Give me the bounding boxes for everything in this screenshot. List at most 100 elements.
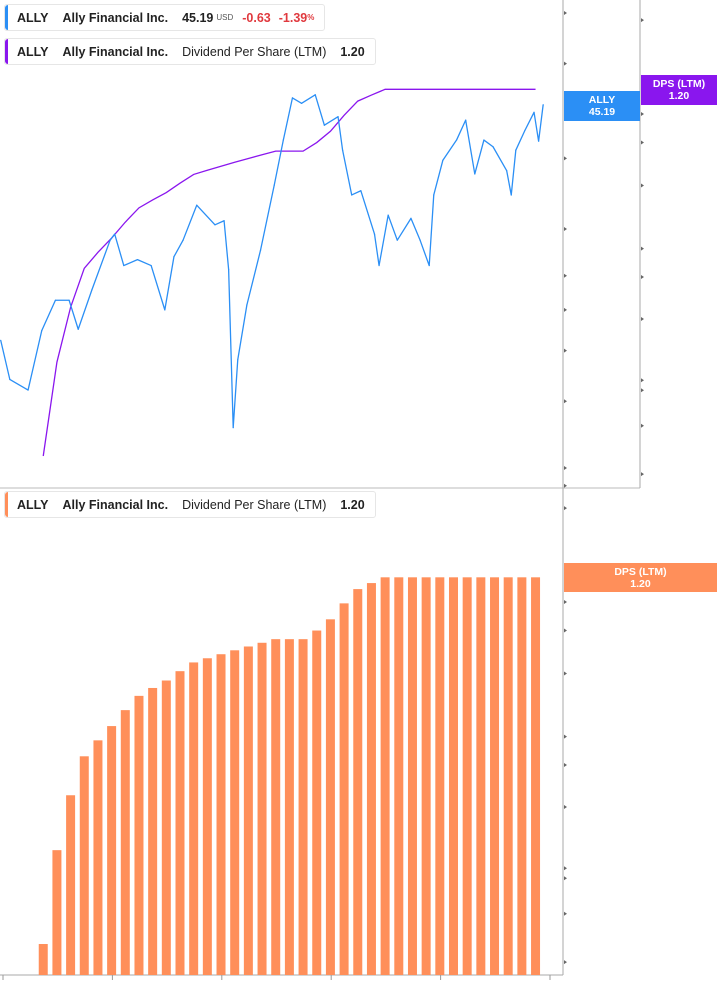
price-tick-mark xyxy=(564,348,567,353)
price-point xyxy=(442,159,444,161)
price-point xyxy=(228,268,230,271)
legend-metric: Dividend Per Share (LTM) xyxy=(182,44,327,59)
price-point xyxy=(9,378,11,381)
price-tick-mark xyxy=(564,11,567,15)
dps-bottom-tick-mark xyxy=(564,734,567,739)
price-point xyxy=(223,220,225,222)
dps-tag-label: DPS (LTM) xyxy=(614,565,667,578)
price-tick-mark xyxy=(564,156,567,161)
price-point xyxy=(492,146,494,148)
price-point xyxy=(27,389,29,391)
price-point xyxy=(41,330,43,332)
dps-tick-mark xyxy=(641,275,644,280)
price-point xyxy=(246,304,248,306)
price-tick-mark xyxy=(564,273,567,278)
dps-tick-mark xyxy=(641,388,644,393)
price-point xyxy=(373,233,376,235)
dps-bar xyxy=(202,658,212,975)
dps-bar xyxy=(284,639,294,975)
dps-tick-mark xyxy=(641,378,644,383)
price-point xyxy=(109,239,111,241)
legend-currency: USD xyxy=(216,13,234,22)
price-point xyxy=(533,111,535,113)
price-point xyxy=(291,97,294,99)
dps-bottom-tick-mark xyxy=(564,628,567,633)
dps-bottom-tick-mark xyxy=(564,911,567,916)
dps-bottom-tick-mark xyxy=(564,763,567,768)
price-point xyxy=(91,289,93,291)
legend-change: -0.63 xyxy=(242,10,271,25)
price-point xyxy=(542,104,544,106)
price-point xyxy=(360,190,362,192)
price-point xyxy=(396,239,398,241)
dps-bar xyxy=(257,642,267,975)
price-tag: ALLY 45.19 xyxy=(564,91,640,121)
dps-bar xyxy=(462,577,472,975)
price-point xyxy=(510,194,512,196)
dps-bottom-tick-mark xyxy=(564,506,567,511)
price-point xyxy=(506,170,508,172)
price-point xyxy=(410,217,412,219)
price-tick-mark xyxy=(564,307,567,312)
dps-bar xyxy=(353,589,363,975)
price-point xyxy=(54,299,57,301)
dps-bar xyxy=(79,756,89,975)
price-point xyxy=(314,94,316,96)
dps-bar xyxy=(380,577,390,975)
price-point xyxy=(337,116,339,118)
dps-bar xyxy=(298,639,308,975)
price-point xyxy=(136,259,139,261)
dps-bottom-legend[interactable]: ALLY Ally Financial Inc. Dividend Per Sh… xyxy=(4,491,376,518)
price-point xyxy=(465,119,467,121)
legend-price: 45.19 xyxy=(182,10,214,25)
legend-value: 1.20 xyxy=(340,44,365,59)
dps-bar xyxy=(161,680,171,975)
dps-bar xyxy=(531,577,541,975)
dps-bar xyxy=(421,577,431,975)
dps-bottom-tick-mark xyxy=(564,671,567,676)
dps-top-legend[interactable]: ALLY Ally Financial Inc. Dividend Per Sh… xyxy=(4,38,376,65)
dps-bar xyxy=(339,603,349,975)
dps-bar xyxy=(407,577,417,975)
price-point xyxy=(214,224,216,226)
dps-bar xyxy=(216,654,226,975)
legend-ticker: ALLY xyxy=(17,44,49,59)
price-legend[interactable]: ALLY Ally Financial Inc. 45.19 USD -0.63… xyxy=(4,4,326,31)
price-point xyxy=(232,426,234,429)
dps-bar xyxy=(366,583,376,975)
dps-bar xyxy=(312,630,322,975)
dps-bottom-tick-mark xyxy=(564,866,567,871)
dps-tick-mark xyxy=(641,246,644,251)
dps-bar xyxy=(93,740,103,975)
price-point xyxy=(173,256,175,258)
price-point xyxy=(483,139,485,141)
dps-bar xyxy=(148,687,158,975)
legend-company: Ally Financial Inc. xyxy=(62,10,169,25)
dps-tick-mark xyxy=(641,423,644,428)
dps-series-color xyxy=(5,492,8,517)
price-tick-mark xyxy=(564,483,567,488)
legend-company: Ally Financial Inc. xyxy=(62,497,169,512)
dps-tag-label: DPS (LTM) xyxy=(652,78,706,90)
price-point xyxy=(474,173,476,175)
dps-bar xyxy=(38,944,48,975)
legend-metric: Dividend Per Share (LTM) xyxy=(182,497,327,512)
price-point xyxy=(341,149,344,151)
legend-value: 1.20 xyxy=(340,497,365,512)
dps-top-tag: DPS (LTM) 1.20 xyxy=(641,75,717,105)
price-point xyxy=(538,140,540,142)
price-point xyxy=(515,149,517,151)
legend-company: Ally Financial Inc. xyxy=(62,44,169,59)
dps-bar xyxy=(503,577,513,975)
dps-bar xyxy=(107,726,117,975)
price-point xyxy=(433,194,435,196)
price-point xyxy=(68,299,70,301)
dps-bar xyxy=(448,577,458,975)
dps-bottom-tick-mark xyxy=(564,960,567,965)
price-point xyxy=(428,264,430,267)
dps-bar xyxy=(52,850,62,975)
dps-bar xyxy=(175,671,185,975)
dps-bottom-tick-mark xyxy=(564,600,567,604)
price-line xyxy=(0,94,544,429)
dps-tag-value: 1.20 xyxy=(668,90,690,102)
